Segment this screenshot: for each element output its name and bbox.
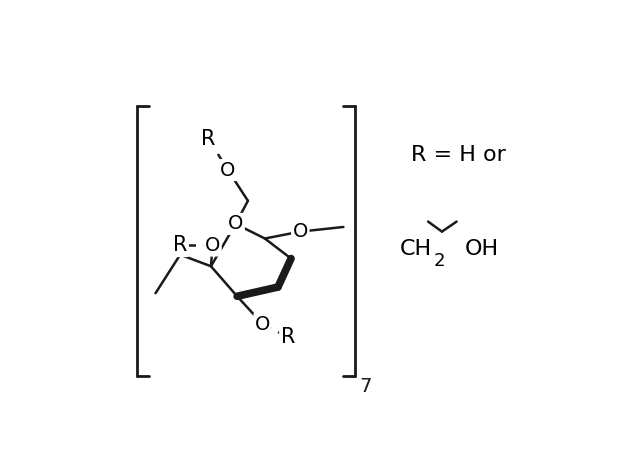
Text: R: R bbox=[281, 327, 295, 347]
Text: O: O bbox=[205, 236, 220, 255]
Text: O: O bbox=[292, 222, 308, 241]
Text: O: O bbox=[228, 214, 243, 234]
Text: O: O bbox=[255, 314, 270, 333]
Text: R: R bbox=[202, 129, 216, 149]
Text: CH: CH bbox=[400, 239, 432, 259]
Text: O: O bbox=[220, 161, 236, 179]
Text: 7: 7 bbox=[360, 377, 372, 396]
Text: R = H or: R = H or bbox=[412, 145, 506, 164]
Text: 2: 2 bbox=[433, 252, 445, 269]
Text: OH: OH bbox=[464, 239, 499, 259]
Text: R: R bbox=[173, 235, 188, 255]
